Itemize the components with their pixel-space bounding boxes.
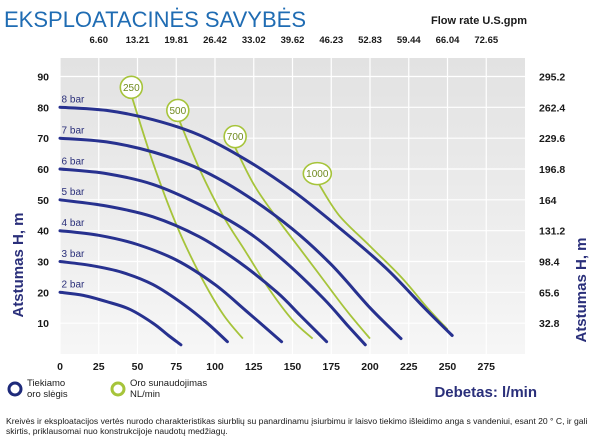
- right-axis-label: 295.2: [539, 72, 565, 84]
- x-tick-label: 100: [206, 361, 224, 373]
- legend-pressure-label-line2: oro slėgis: [27, 389, 68, 400]
- air-label: 700: [227, 132, 244, 143]
- air-curve-1000: [316, 180, 449, 330]
- pressure-label: 7 bar: [62, 126, 85, 137]
- y-tick-label: 40: [37, 226, 49, 238]
- legend: Tiekiamo oro slėgis Oro sunaudojimas NL/…: [7, 378, 207, 400]
- legend-air-label-line1: Oro sunaudojimas: [130, 378, 207, 389]
- y-tick-label: 50: [37, 195, 49, 207]
- top-axis-label: 19.81: [164, 35, 188, 46]
- pressure-curve-8-bar: [58, 105, 454, 337]
- y-tick-label: 70: [37, 133, 49, 145]
- y-tick-label: 80: [37, 102, 49, 114]
- right-axis-label: 32.8: [539, 318, 560, 330]
- top-axis-label: 39.62: [281, 35, 305, 46]
- air-label: 500: [169, 106, 186, 117]
- y-axis: 10 20 30 40 50 60 70 80 90: [37, 72, 49, 331]
- right-axis-label: 131.2: [539, 226, 565, 238]
- y-axis-title-right: Atstumas H, m: [573, 237, 590, 342]
- pressure-curves: [58, 105, 454, 347]
- pressure-curve-4-bar: [58, 229, 284, 344]
- pressure-label: 5 bar: [62, 187, 85, 198]
- top-axis-label: 13.21: [126, 35, 150, 46]
- x-tick-label: 75: [170, 361, 182, 373]
- x-tick-label: 50: [132, 361, 144, 373]
- y-tick-label: 90: [37, 72, 49, 84]
- legend-pressure-label-line1: Tiekiamo: [27, 378, 65, 389]
- legend-air-marker: [110, 381, 126, 397]
- y-axis-title: Atstumas H, m: [10, 212, 27, 317]
- x-tick-label: 125: [245, 361, 263, 373]
- footer-note: Kreivės ir eksploatacijos vertės nurodo …: [6, 416, 588, 436]
- pressure-label: 3 bar: [62, 249, 85, 260]
- pressure-label: 2 bar: [62, 280, 85, 291]
- top-axis-label: 46.23: [319, 35, 343, 46]
- pressure-curve-6-bar: [58, 167, 367, 347]
- top-axis-label: 52.83: [358, 35, 382, 46]
- right-axis-label: 229.6: [539, 133, 565, 145]
- air-curve-700: [232, 143, 371, 340]
- top-axis-label: 33.02: [242, 35, 266, 46]
- chart-title: EKSPLOATACINĖS SAVYBĖS: [4, 7, 306, 32]
- pressure-curve-3-bar: [58, 260, 229, 344]
- y-tick-label: 30: [37, 257, 49, 269]
- air-label-bubble: [302, 161, 333, 186]
- x-tick-label: 0: [57, 361, 63, 373]
- right-axis-label: 262.4: [539, 102, 565, 114]
- y-tick-label: 20: [37, 287, 49, 299]
- top-axis-label: 72.65: [474, 35, 498, 46]
- x-axis: 0 25 50 75 100 125 150 175 200 225 250 275: [57, 361, 495, 373]
- top-axis-label: 26.42: [203, 35, 227, 46]
- flow-rate-label: Flow rate U.S.gpm: [431, 15, 527, 27]
- x-tick-label: 275: [477, 361, 495, 373]
- pressure-label: 8 bar: [62, 95, 85, 106]
- top-axis: 6.60 13.21 19.81 26.42 33.02 39.62 46.23 52.83 5…: [90, 35, 499, 46]
- top-axis-label: 66.04: [436, 35, 460, 46]
- x-tick-label: 25: [93, 361, 105, 373]
- top-axis-label: 6.60: [90, 35, 109, 46]
- right-axis-label: 65.6: [539, 287, 560, 299]
- y-tick-label: 60: [37, 164, 49, 176]
- x-tick-label: 225: [400, 361, 418, 373]
- legend-pressure-marker: [7, 381, 23, 397]
- legend-air-label-line2: NL/min: [130, 389, 160, 400]
- x-axis-title: Debetas: l/min: [434, 384, 537, 401]
- pressure-label: 6 bar: [62, 156, 85, 167]
- right-axis-label: 98.4: [539, 257, 560, 269]
- pressure-curve-7-bar: [58, 136, 403, 341]
- right-axis: 295.2 262.4 229.6 196.8 164 131.2 98.4 65.6 32.8: [539, 72, 565, 331]
- y-tick-label: 10: [37, 318, 49, 330]
- pressure-label: 4 bar: [62, 218, 85, 229]
- right-axis-label: 196.8: [539, 164, 565, 176]
- right-axis-label: 164: [539, 195, 557, 207]
- pressure-curve-5-bar: [58, 198, 329, 344]
- top-axis-label: 59.44: [397, 35, 421, 46]
- pressure-curve-2-bar: [58, 290, 183, 347]
- x-tick-label: 250: [439, 361, 457, 373]
- air-label: 1000: [306, 169, 329, 180]
- grid: [59, 58, 525, 354]
- x-tick-label: 200: [361, 361, 379, 373]
- air-label: 250: [123, 83, 140, 94]
- air-label-bubble: [223, 124, 247, 149]
- air-label-bubble: [119, 75, 144, 100]
- series-labels: 8 bar 7 bar 6 bar 5 bar 4 bar 3 bar 2 bar 250 50…: [62, 75, 333, 291]
- air-label-bubble: [166, 98, 190, 123]
- x-tick-label: 175: [322, 361, 340, 373]
- x-tick-label: 150: [284, 361, 302, 373]
